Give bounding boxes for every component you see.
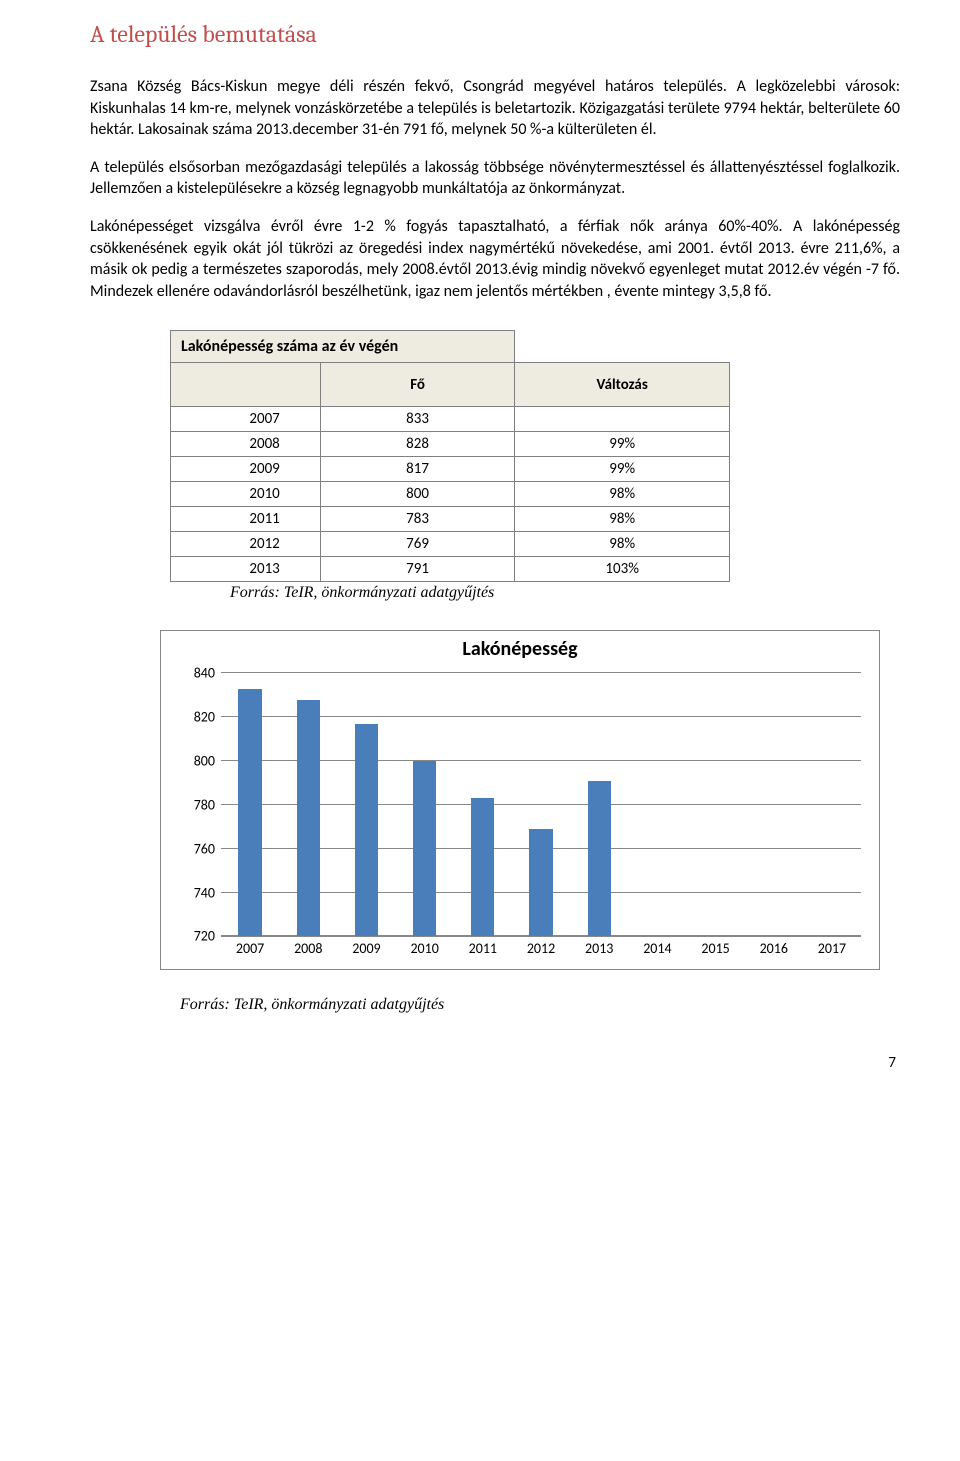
cell-year: 2010 bbox=[171, 482, 321, 507]
cell-valtozas: 98% bbox=[515, 532, 730, 557]
bar-rect bbox=[413, 761, 436, 936]
table-header-blank bbox=[171, 363, 321, 407]
cell-fo: 791 bbox=[320, 557, 515, 582]
bar-slot: 2016 bbox=[745, 673, 803, 936]
cell-valtozas bbox=[515, 407, 730, 432]
chart-frame: Lakónépesség 720740760780800820840 20072… bbox=[160, 630, 880, 970]
cell-fo: 769 bbox=[320, 532, 515, 557]
bar-slot: 2009 bbox=[337, 673, 395, 936]
body-paragraph: Zsana Község Bács-Kiskun megye déli rész… bbox=[90, 76, 900, 141]
chart-bars: 2007200820092010201120122013201420152016… bbox=[221, 673, 861, 936]
x-axis-label: 2016 bbox=[745, 936, 803, 957]
chart-title: Lakónépesség bbox=[161, 637, 879, 661]
cell-year: 2012 bbox=[171, 532, 321, 557]
x-axis-label: 2009 bbox=[337, 936, 395, 957]
table-source: Forrás: TeIR, önkormányzati adatgyűjtés bbox=[230, 584, 730, 602]
y-axis-label: 840 bbox=[194, 665, 221, 682]
table-row: 2013791103% bbox=[171, 557, 730, 582]
cell-fo: 800 bbox=[320, 482, 515, 507]
x-axis-label: 2017 bbox=[803, 936, 861, 957]
table-title: Lakónépesség száma az év végén bbox=[170, 330, 515, 362]
chart-plot-area: 720740760780800820840 200720082009201020… bbox=[221, 673, 861, 937]
bar-slot: 2008 bbox=[279, 673, 337, 936]
x-axis-label: 2010 bbox=[396, 936, 454, 957]
bar-slot: 2010 bbox=[396, 673, 454, 936]
x-axis-label: 2013 bbox=[570, 936, 628, 957]
x-axis-label: 2011 bbox=[454, 936, 512, 957]
bar-slot: 2011 bbox=[454, 673, 512, 936]
y-axis-label: 800 bbox=[194, 753, 221, 770]
table-row: 200981799% bbox=[171, 457, 730, 482]
x-axis-label: 2008 bbox=[279, 936, 337, 957]
bar-slot: 2017 bbox=[803, 673, 861, 936]
cell-fo: 783 bbox=[320, 507, 515, 532]
cell-year: 2008 bbox=[171, 432, 321, 457]
bar-rect bbox=[355, 724, 378, 937]
bar-rect bbox=[588, 781, 611, 937]
cell-valtozas: 98% bbox=[515, 482, 730, 507]
body-paragraph: Lakónépességet vizsgálva évről évre 1-2 … bbox=[90, 216, 900, 302]
bar-rect bbox=[238, 689, 261, 937]
cell-fo: 828 bbox=[320, 432, 515, 457]
cell-valtozas: 103% bbox=[515, 557, 730, 582]
table-header-valtozas: Változás bbox=[515, 363, 730, 407]
y-axis-label: 740 bbox=[194, 884, 221, 901]
chart-source: Forrás: TeIR, önkormányzati adatgyűjtés bbox=[180, 996, 880, 1014]
bar-rect bbox=[297, 700, 320, 937]
table-row: 201276998% bbox=[171, 532, 730, 557]
body-paragraphs: Zsana Község Bács-Kiskun megye déli rész… bbox=[90, 76, 900, 302]
cell-year: 2007 bbox=[171, 407, 321, 432]
x-axis-label: 2014 bbox=[628, 936, 686, 957]
cell-fo: 833 bbox=[320, 407, 515, 432]
bar-slot: 2007 bbox=[221, 673, 279, 936]
cell-valtozas: 99% bbox=[515, 457, 730, 482]
bar-slot: 2015 bbox=[687, 673, 745, 936]
cell-valtozas: 99% bbox=[515, 432, 730, 457]
y-axis-label: 780 bbox=[194, 796, 221, 813]
y-axis-label: 720 bbox=[194, 928, 221, 945]
cell-year: 2009 bbox=[171, 457, 321, 482]
x-axis-label: 2012 bbox=[512, 936, 570, 957]
bar-slot: 2013 bbox=[570, 673, 628, 936]
x-axis-label: 2015 bbox=[687, 936, 745, 957]
body-paragraph: A település elsősorban mezőgazdasági tel… bbox=[90, 157, 900, 200]
page-number: 7 bbox=[90, 1054, 900, 1072]
y-axis-label: 760 bbox=[194, 840, 221, 857]
bar-rect bbox=[529, 829, 552, 936]
y-axis-label: 820 bbox=[194, 709, 221, 726]
x-axis-label: 2007 bbox=[221, 936, 279, 957]
cell-year: 2011 bbox=[171, 507, 321, 532]
document-page: A település bemutatása Zsana Község Bács… bbox=[0, 0, 960, 1102]
population-table: Fő Változás 2007833200882899%200981799%2… bbox=[170, 362, 730, 582]
cell-valtozas: 98% bbox=[515, 507, 730, 532]
population-table-wrap: Lakónépesség száma az év végén Fő Változ… bbox=[170, 330, 730, 602]
table-header-row: Fő Változás bbox=[171, 363, 730, 407]
bar-slot: 2014 bbox=[628, 673, 686, 936]
bar-slot: 2012 bbox=[512, 673, 570, 936]
cell-fo: 817 bbox=[320, 457, 515, 482]
population-chart-wrap: Lakónépesség 720740760780800820840 20072… bbox=[160, 630, 880, 1014]
table-row: 200882899% bbox=[171, 432, 730, 457]
cell-year: 2013 bbox=[171, 557, 321, 582]
table-row: 201080098% bbox=[171, 482, 730, 507]
table-row: 2007833 bbox=[171, 407, 730, 432]
table-row: 201178398% bbox=[171, 507, 730, 532]
bar-rect bbox=[471, 798, 494, 936]
section-heading: A település bemutatása bbox=[90, 20, 900, 48]
table-header-fo: Fő bbox=[320, 363, 515, 407]
